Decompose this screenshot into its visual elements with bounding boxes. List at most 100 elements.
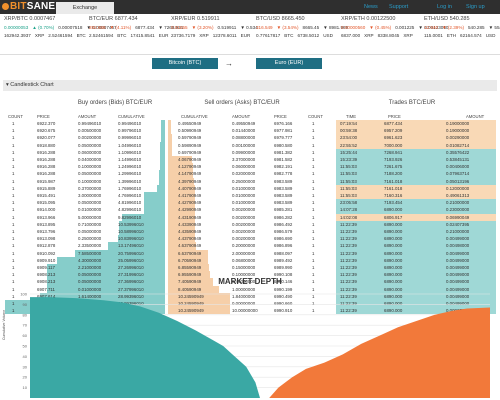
chevron-down-icon: ▾ (6, 82, 9, 88)
trade-cell: 0.00499000 (446, 293, 470, 299)
sell-cell: 4.63790949 (178, 243, 202, 249)
buy-cell: 6915.987 (37, 178, 56, 184)
candlestick-toggle[interactable]: ▾ Candlestick Chart (3, 80, 497, 91)
convert-from-button[interactable]: Bitcoin (BTC) (152, 58, 218, 69)
sell-cell: 6983.589 (274, 185, 293, 191)
trade-cell: 6961.623 (384, 135, 403, 141)
nav-login[interactable]: Log in (437, 4, 452, 10)
y-tick-label: 40 (23, 354, 28, 359)
sell-cell: 6990.660 (274, 301, 293, 306)
buy-cell: 1 (12, 171, 15, 177)
trades-header: PRICE (388, 114, 401, 119)
nav-signup[interactable]: Sign up (466, 4, 485, 10)
logo[interactable]: BITSANE (2, 1, 55, 12)
ticker-volume: 6837.000 XRP 8338.8045 XRP (341, 33, 421, 38)
buy-cell: 4.82996010 (118, 207, 142, 213)
sell-cell: 4.39790949 (178, 178, 202, 184)
nav-support[interactable]: Support (389, 4, 409, 10)
sell-cell: 7.40590949 (178, 279, 202, 285)
buy-depth-bar (159, 163, 165, 171)
trade-cell: 0.00290000 (446, 135, 470, 141)
buy-cell: 1 (12, 257, 15, 263)
sell-cell: 0.50990949 (178, 128, 202, 134)
buy-cell: 6912.878 (37, 243, 56, 249)
trade-row (336, 170, 496, 178)
sell-cell: 1 (312, 301, 315, 306)
sell-depth-bar (168, 242, 196, 250)
sell-cell: 0.00200000 (232, 221, 256, 227)
ticker-volume: 115.0001 ETH 62164.574 USD (424, 33, 500, 38)
ticker-4[interactable]: XRP/ETH 0.00122500 0.00000560 ▼ (0.45%) 0.0… (341, 16, 448, 38)
trades-title: Trades BTC/EUR (388, 100, 436, 106)
buy-cell: 1 (12, 135, 15, 141)
trade-cell: 15:25:44 (340, 149, 358, 155)
sell-cell: 6990.490 (274, 293, 293, 299)
sell-header: COUNT (308, 114, 323, 119)
buy-depth-bar (158, 177, 165, 185)
ticker-value: ▼ (3.20%) (191, 25, 214, 30)
trade-cell: 11:22:39 (340, 286, 357, 292)
buy-depth-bar (160, 120, 165, 128)
sell-cell: 0.02000000 (232, 171, 256, 177)
sell-cell: 1 (312, 250, 315, 256)
y-tick-label: 70 (23, 323, 28, 328)
sell-cell: 1 (312, 142, 315, 148)
buy-cell: 6915.095 (37, 200, 56, 206)
buy-depth-bar (46, 278, 165, 286)
ticker-0[interactable]: XRP/BTC 0.0007467 0.00000053 ▲ (0.70%) 0.00… (4, 16, 117, 38)
sell-cell: 0.01000000 (232, 200, 256, 206)
trade-row (336, 184, 496, 192)
trade-row (336, 285, 496, 293)
buy-cell: 1 (12, 308, 15, 314)
buy-cell: 1 (12, 178, 15, 184)
tab-exchange[interactable]: Exchange (56, 2, 114, 14)
ticker-2[interactable]: XRP/EUR 0.519911 0.01655 ▼ (3.20%) 0.519911… (171, 16, 258, 38)
trade-cell: 6890.000 (384, 257, 403, 263)
sell-depth-bar (168, 264, 210, 272)
sell-cell: 4.42990949 (178, 207, 202, 213)
buy-cell: 5.00000000 (78, 214, 102, 220)
sell-cell: 10.24590949 (178, 301, 204, 306)
convert-to-button[interactable]: Euro (EUR) (256, 58, 322, 69)
sell-cell: 0.00200000 (232, 229, 256, 234)
buy-depth-bar (119, 220, 165, 228)
nav-news[interactable]: News (364, 4, 378, 10)
sell-cell: 4.43390949 (178, 221, 202, 227)
buy-cell: 4.30000000 (78, 257, 102, 263)
sell-depth-bar (168, 148, 173, 156)
buy-cell: 1 (12, 164, 15, 170)
depth-title: MARKET DEPTH (218, 277, 282, 286)
ticker-3[interactable]: BTC/USD 8665.450 316.549 ▼ (3.54%) 8665.45 ▼… (256, 16, 348, 38)
sell-cell: 1 (312, 243, 315, 249)
sell-cell: 6990.910 (274, 308, 293, 314)
sell-cell: 4.42790949 (178, 200, 202, 206)
trade-cell: 22:55:52 (340, 142, 358, 148)
sell-cell: 1 (312, 272, 315, 278)
ticker-5[interactable]: ETH/USD 540.285 12.940 ▼ (2.39%) 540.285 ▼ 5… (424, 16, 500, 38)
trade-cell: 7161.018 (384, 185, 403, 191)
ticker-volume-value: EUR (158, 33, 169, 38)
ticker-value: ▲ (0.70%) (32, 25, 55, 30)
sell-cell: 4.43790949 (178, 236, 202, 242)
trade-cell: 6890.000 (384, 265, 403, 270)
trade-cell: 14:07:28 (340, 207, 358, 213)
buy-header: CUMULATIVE (118, 114, 145, 119)
buy-header: COUNT (8, 114, 23, 119)
trade-cell: 0.00499000 (446, 286, 470, 292)
logo-icon (2, 3, 9, 10)
trade-cell: 6890.000 (384, 308, 403, 314)
trade-cell: 11:22:39 (340, 279, 357, 285)
ticker-value: ▼ (0.45%) (369, 25, 392, 30)
sell-cell: 0.69790949 (178, 149, 202, 155)
trade-cell: 6890.000 (384, 221, 403, 227)
buy-depth-bar (160, 141, 165, 149)
ticker-value: ▼ 0.534 (240, 25, 258, 30)
sell-depth-bar (168, 206, 195, 214)
buy-cell: 0.71000000 (78, 221, 102, 227)
ticker-volume-value: 6738.5012 (297, 33, 320, 38)
sell-depth-bar (168, 228, 195, 236)
trade-cell: 23:05:58 (340, 200, 358, 206)
ticker-1[interactable]: BTC/EUR 6877.434 282.866 ▼ (4.11%) 6877.434… (89, 16, 183, 38)
buy-cell: 7.58500000 (78, 250, 102, 256)
ticker-pair: XRP/ETH 0.00122500 (341, 16, 396, 22)
